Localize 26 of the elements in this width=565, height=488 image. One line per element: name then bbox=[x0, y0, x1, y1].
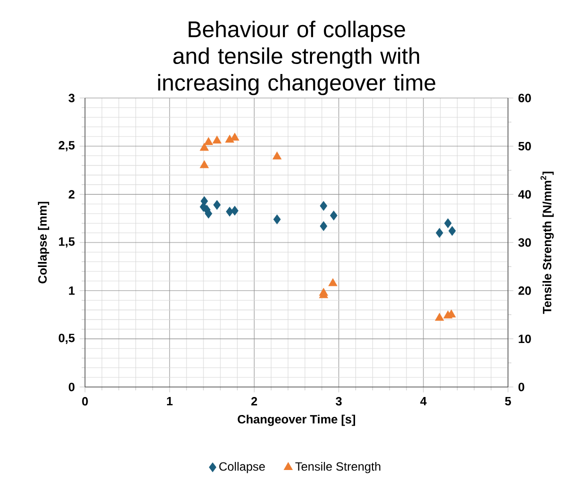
y-tick-label: 1,5 bbox=[59, 237, 75, 248]
y2-tick-label: 20 bbox=[518, 286, 531, 295]
y-tick-label: 1 bbox=[69, 286, 75, 295]
x-tick-label: 3 bbox=[336, 397, 342, 406]
x-tick-label: 1 bbox=[167, 397, 173, 406]
y-tick-label: 3 bbox=[68, 94, 75, 102]
y-tick-label: 2 bbox=[68, 190, 74, 199]
chart-title: Behaviour of collapse and tensile strength with increasing changeover time bbox=[158, 20, 436, 96]
y2-tick-label: 30 bbox=[518, 238, 531, 247]
x-tick-label: 2 bbox=[251, 397, 258, 406]
y-tick-label: 2,5 bbox=[58, 141, 75, 152]
y-axis-title: Collapse [mm] bbox=[38, 202, 50, 284]
y-tick-label: 0,5 bbox=[58, 334, 75, 344]
y2-tick-label: 60 bbox=[518, 94, 531, 102]
y2-tick-label: 50 bbox=[518, 142, 531, 150]
y2-tick-label: 0 bbox=[518, 382, 524, 392]
x-tick-label: 0 bbox=[82, 397, 88, 406]
x-tick-label: 4 bbox=[420, 397, 427, 406]
y2-axis-title: Tensile Strength [N/mm$^{2}$] bbox=[540, 172, 554, 314]
x-axis-title: Changeover Time [s] bbox=[238, 414, 356, 426]
y-tick-label: 0 bbox=[68, 382, 74, 392]
legend-label: Collapse bbox=[219, 462, 265, 474]
x-tick-label: 5 bbox=[505, 397, 511, 406]
y2-tick-label: 40 bbox=[518, 190, 531, 199]
legend-label: Tensile Strength bbox=[295, 462, 380, 474]
y2-tick-label: 10 bbox=[518, 334, 531, 344]
